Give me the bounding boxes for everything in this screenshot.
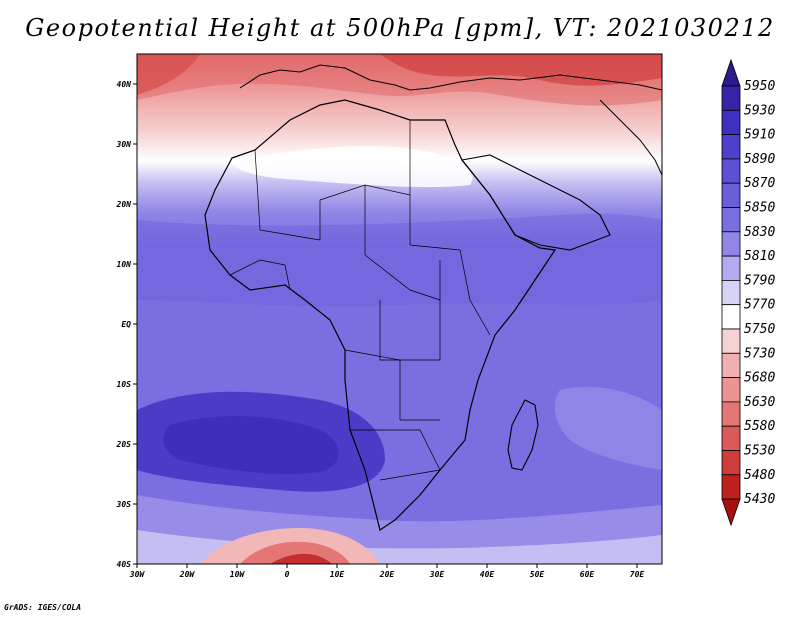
y-tick-label: EQ xyxy=(121,320,131,329)
x-axis: 30W 20W 10W 0 10E 20E 30E 40E 50E 60E 70E xyxy=(129,564,645,579)
y-tick-label: 40S xyxy=(117,560,132,569)
colorbar-top-arrow xyxy=(721,58,741,87)
height-field-background xyxy=(137,54,662,564)
country-borders xyxy=(229,120,491,481)
y-tick-label: 10S xyxy=(117,380,132,389)
colorbar-swatch xyxy=(721,182,741,208)
y-axis: 40N 30N 20N 10N EQ 10S 20S 30S 40S xyxy=(116,80,137,569)
x-tick-label: 10W xyxy=(230,570,246,579)
europe-asia-coastline xyxy=(239,64,662,91)
y-tick-label: 20N xyxy=(116,200,132,209)
x-tick-label: 50E xyxy=(530,570,545,579)
north-ridge-core xyxy=(380,54,662,86)
colorbar-label: 5790 xyxy=(744,273,775,288)
africa-coastline xyxy=(204,99,557,531)
x-tick-label: 10E xyxy=(330,570,345,579)
colorbar-label: 5480 xyxy=(744,468,775,483)
colorbar-swatch xyxy=(721,377,741,403)
chart-title: Geopotential Height at 500hPa [gpm], VT:… xyxy=(25,14,775,42)
y-tick-label: 30S xyxy=(116,500,132,509)
map-frame xyxy=(136,53,663,565)
indian-ocean-light xyxy=(554,386,662,470)
x-tick-label: 70E xyxy=(630,570,645,579)
colorbar-swatch xyxy=(721,328,741,354)
x-tick-label: 20W xyxy=(179,570,196,579)
colorbar-label: 5580 xyxy=(744,419,775,434)
x-tick-label: 40E xyxy=(480,570,495,579)
colorbar-label: 5890 xyxy=(744,152,775,167)
credit-text: GrADS: IGES/COLA xyxy=(4,603,82,612)
colorbar-swatch xyxy=(721,134,741,160)
colorbar-label: 5430 xyxy=(744,492,775,507)
colorbar-label: 5770 xyxy=(744,298,775,313)
south-ridge-core xyxy=(270,553,332,564)
x-tick-label: 30W xyxy=(129,570,146,579)
y-tick-label: 10N xyxy=(117,260,132,269)
colorbar-swatch xyxy=(721,231,741,257)
x-tick-label: 30E xyxy=(429,570,445,579)
colorbar-label: 5630 xyxy=(744,395,775,410)
madagascar-coastline xyxy=(507,399,539,471)
y-tick-label: 20S xyxy=(116,440,132,449)
colorbar-label: 5680 xyxy=(744,371,775,386)
y-tick-label: 40N xyxy=(117,80,132,89)
colorbar-label: 5730 xyxy=(744,346,775,361)
tropical-band xyxy=(137,213,662,307)
colorbar-swatch xyxy=(721,401,741,427)
colorbar-label: 5750 xyxy=(744,322,775,337)
colorbar-swatch xyxy=(721,109,741,136)
x-tick-label: 20E xyxy=(379,570,395,579)
colorbar-label: 5850 xyxy=(744,201,775,216)
trough-core xyxy=(163,415,339,475)
colorbar-swatch xyxy=(721,425,741,451)
colorbar: 5950 5930 5910 5890 5870 5850 5830 5810 5790 5770… xyxy=(721,58,775,527)
colorbar-swatch xyxy=(721,304,741,330)
x-tick-label: 60E xyxy=(580,570,595,579)
asia-coastline xyxy=(599,99,662,176)
colorbar-swatch xyxy=(721,255,741,281)
arabia-coastline xyxy=(460,154,611,251)
colorbar-label: 5930 xyxy=(744,103,775,118)
colorbar-label: 5870 xyxy=(744,176,775,191)
colorbar-swatch xyxy=(721,474,741,500)
colorbar-swatch xyxy=(721,352,741,378)
colorbar-swatch xyxy=(721,450,741,476)
colorbar-bottom-arrow xyxy=(721,498,741,527)
y-tick-label: 30N xyxy=(116,140,132,149)
colorbar-swatch xyxy=(721,85,741,111)
colorbar-label: 5530 xyxy=(744,444,775,459)
colorbar-label: 5910 xyxy=(744,128,775,143)
map-field xyxy=(137,54,662,564)
colorbar-swatch xyxy=(721,207,741,233)
colorbar-swatch xyxy=(721,279,741,306)
colorbar-label: 5830 xyxy=(744,225,775,240)
northwest-red xyxy=(137,54,200,95)
colorbar-swatch xyxy=(721,158,741,184)
colorbar-label: 5950 xyxy=(744,79,775,94)
sahara-white-band xyxy=(230,145,473,188)
colorbar-label: 5810 xyxy=(744,249,775,264)
x-tick-label: 0 xyxy=(285,570,290,579)
